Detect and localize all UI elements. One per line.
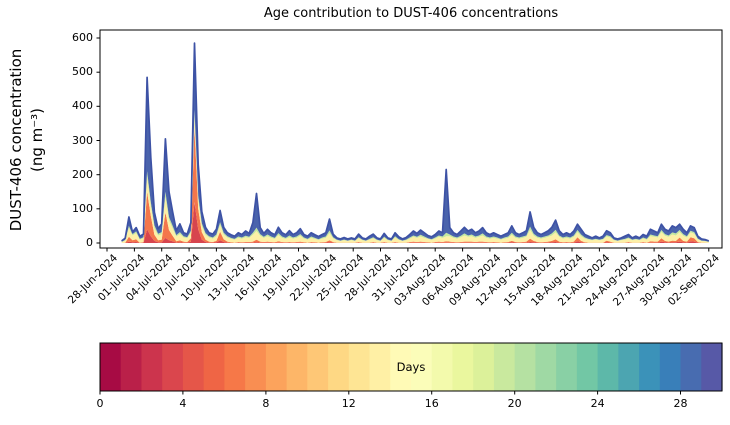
plot-area — [121, 42, 710, 244]
total-envelope-line — [121, 42, 710, 242]
chart-title: Age contribution to DUST-406 concentrati… — [263, 6, 559, 21]
y-tick-label: 200 — [72, 167, 93, 181]
colorbar-tick-label: 20 — [507, 397, 522, 410]
colorbar-label: Days — [396, 360, 426, 374]
y-tick-label: 100 — [72, 201, 93, 215]
colorbar-tick-label: 16 — [424, 397, 439, 410]
y-axis-label-line1: DUST-406 concentration — [7, 48, 25, 232]
y-tick-label: 0 — [86, 236, 93, 249]
colorbar-tick-label: 28 — [673, 397, 688, 410]
colorbar-tick-label: 4 — [179, 397, 187, 410]
y-tick-label: 500 — [72, 65, 93, 79]
y-tick-label: 400 — [72, 99, 93, 113]
y-tick-label: 300 — [72, 133, 93, 147]
y-axis-label: DUST-406 concentration (ng m⁻³) — [6, 0, 50, 280]
colorbar-tick-label: 12 — [341, 397, 356, 410]
colorbar-tick-label: 8 — [262, 397, 270, 410]
y-tick-label: 600 — [72, 31, 93, 44]
colorbar-tick-label: 24 — [590, 397, 605, 410]
colorbar-tick-label: 0 — [96, 397, 104, 410]
y-axis-label-line2: (ng m⁻³) — [28, 107, 46, 173]
